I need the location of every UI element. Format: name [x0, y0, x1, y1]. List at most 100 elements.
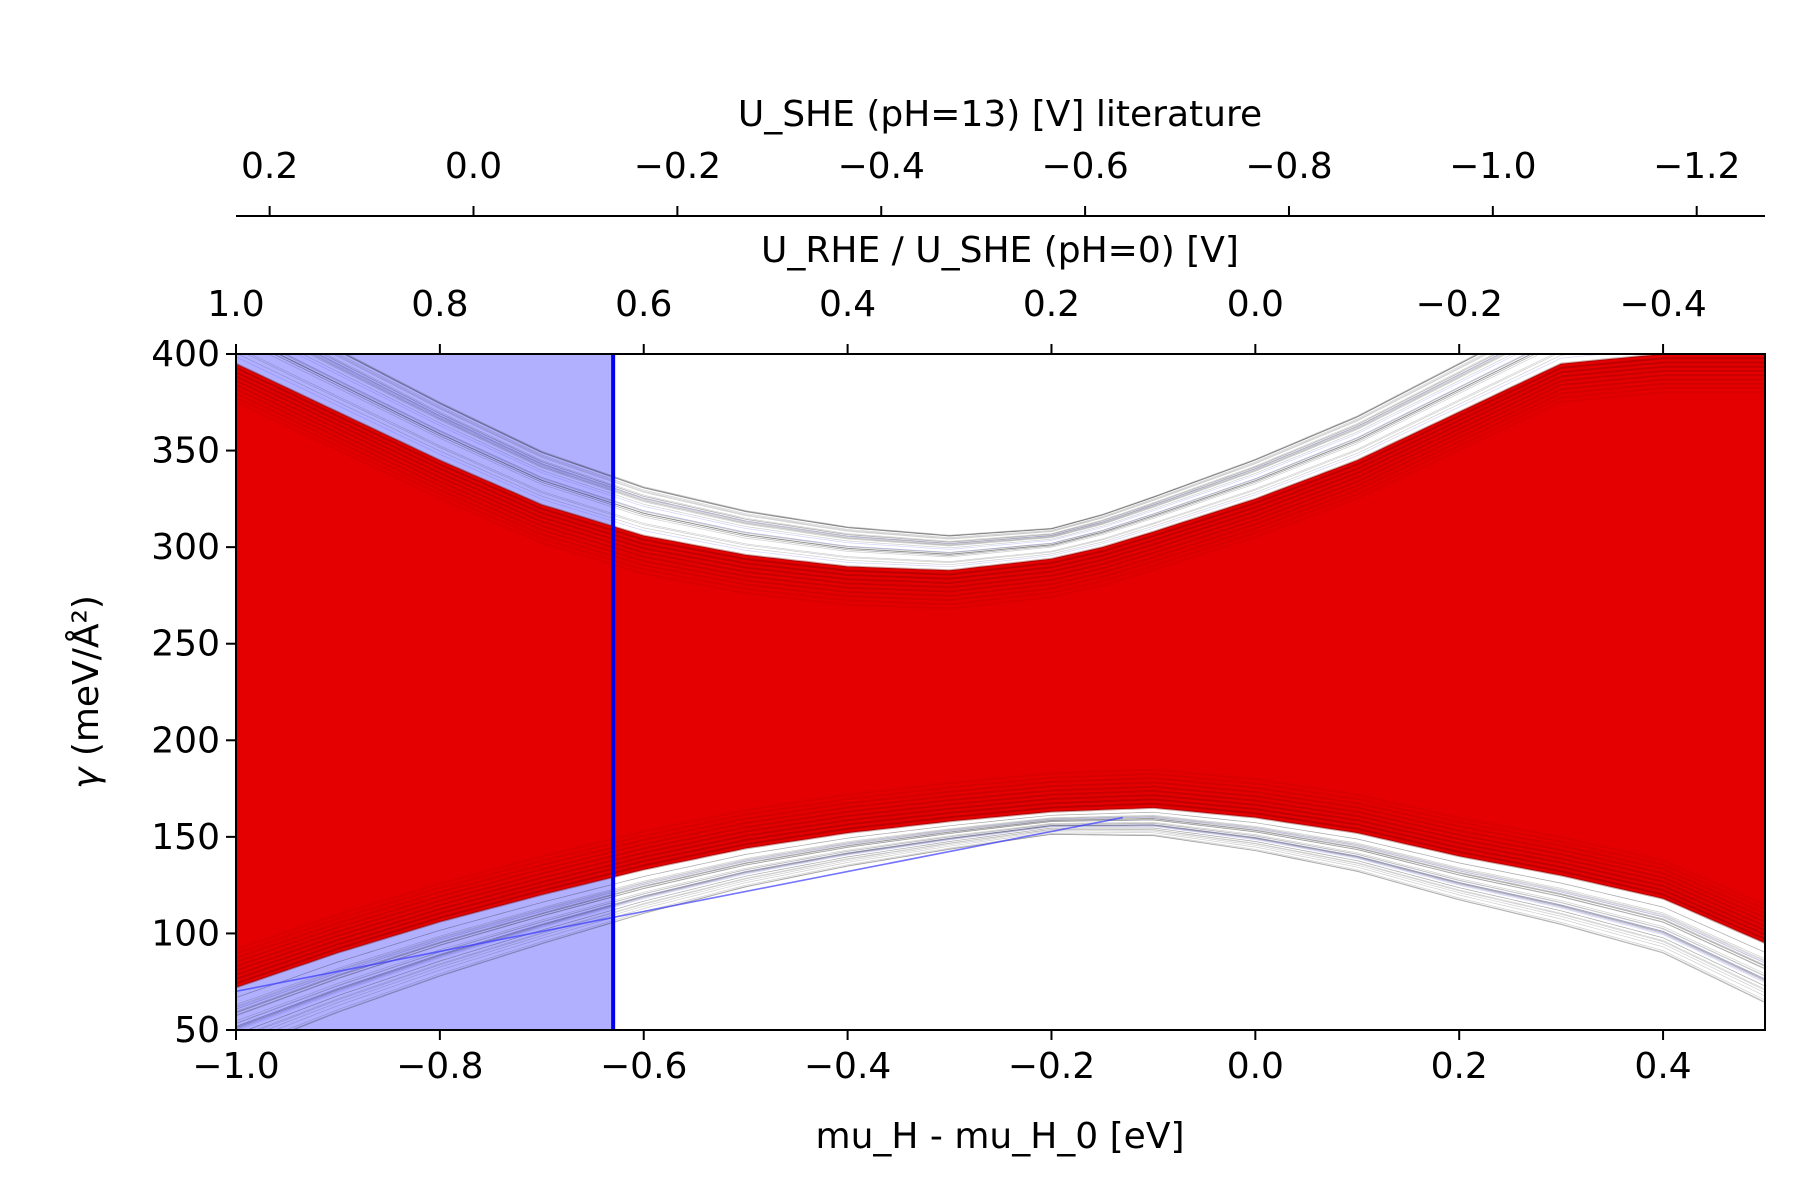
faint-strand: [316, 354, 1501, 545]
x-axis-label: mu_H - mu_H_0 [eV]: [816, 1116, 1185, 1157]
faint-strand: [278, 354, 1532, 555]
faint-strand: [236, 816, 1765, 1008]
faint-strand: [334, 354, 1487, 539]
faint-strand: [236, 811, 1765, 998]
faint-strand: [236, 821, 1765, 1022]
faint-strand: [337, 354, 1485, 538]
secondary-axis-2-tick-label: 0.2: [241, 146, 298, 187]
faint-strand: [236, 819, 1765, 1017]
blue-lower-strand: [236, 816, 1123, 993]
faint-strand: [236, 823, 1765, 1025]
band-edge-lower: [236, 777, 1765, 959]
faint-strand: [285, 354, 1527, 553]
faint-strand: [236, 819, 1765, 1016]
faint-strand: [332, 354, 1489, 540]
y-axis-label: γ (meV/Å²): [64, 595, 107, 789]
faint-strand: [318, 354, 1500, 544]
y-tick-label: 200: [151, 720, 220, 761]
secondary-axis-1-tick-label: 0.6: [615, 284, 672, 325]
faint-strand: [236, 354, 1608, 568]
band-edge-upper: [236, 357, 1765, 576]
faint-strand: [346, 354, 1478, 536]
faint-strand: [236, 824, 1765, 1028]
faint-strand: [314, 354, 1503, 545]
secondary-axis-2-tick-label: −1.0: [1449, 146, 1536, 187]
faint-strand: [236, 816, 1765, 1010]
band-edge-lower: [236, 789, 1765, 972]
band-edge-upper: [236, 382, 1765, 602]
faint-strand: [342, 354, 1481, 537]
band-edge-upper: [236, 354, 1765, 572]
secondary-axis-1-tick-label: 0.2: [1023, 284, 1080, 325]
faint-strand: [282, 354, 1529, 554]
faint-strand: [316, 354, 1502, 545]
faint-strand: [343, 354, 1480, 537]
secondary-axis-2-tick-label: 0.0: [445, 146, 502, 187]
x-tick-label: −0.2: [1008, 1046, 1095, 1087]
band-edge-lower: [236, 781, 1765, 963]
faint-strand: [236, 818, 1765, 1014]
x-tick-label: 0.4: [1634, 1046, 1691, 1087]
faint-strand: [236, 824, 1765, 1029]
faint-strand: [236, 816, 1765, 1010]
band-edge-lower: [236, 785, 1765, 968]
y-axis-unit: (meV/Å²): [64, 595, 107, 768]
faint-strand: [236, 824, 1765, 1027]
faint-strand: [249, 354, 1555, 562]
secondary-axis-2-tick-label: −0.4: [838, 146, 925, 187]
faint-strand: [236, 824, 1765, 1027]
secondary-axis-1-tick-label: −0.2: [1415, 284, 1502, 325]
band-edge-lower: [236, 768, 1765, 951]
band-edges: [236, 354, 1765, 989]
band-edge-upper: [236, 378, 1765, 597]
band-edge-lower: [236, 794, 1765, 976]
faint-strand: [236, 824, 1765, 1029]
secondary-axis-2-label: U_SHE (pH=13) [V] literature: [738, 94, 1262, 135]
y-tick-label: 350: [151, 431, 220, 472]
faint-strand: [301, 354, 1514, 549]
x-tick-label: 0.0: [1227, 1046, 1284, 1087]
faint-strand: [245, 354, 1558, 563]
faint-strand: [236, 818, 1765, 1013]
faint-strand: [272, 354, 1537, 556]
band-edge-upper: [236, 374, 1765, 593]
x-tick-label: −0.8: [396, 1046, 483, 1087]
faint-strand: [258, 829, 1765, 1030]
y-tick-label: 50: [174, 1010, 220, 1051]
faint-strand: [273, 354, 1536, 556]
faint-strand: [285, 833, 1765, 1030]
band-edge-lower: [236, 806, 1765, 989]
plot-frame: [235, 353, 1766, 1031]
secondary-axis-2-tick-label: −0.6: [1041, 146, 1128, 187]
band-edge-lower: [236, 798, 1765, 980]
faint-strand: [311, 354, 1505, 546]
x-tick-label: 0.2: [1431, 1046, 1488, 1087]
faint-strand: [278, 354, 1532, 555]
y-tick-label: 100: [151, 913, 220, 954]
y-tick-label: 300: [151, 527, 220, 568]
x-tick-label: −1.0: [192, 1046, 279, 1087]
faint-strand: [274, 831, 1765, 1030]
faint-strand: [236, 818, 1765, 1014]
faint-strand: [246, 827, 1765, 1030]
faint-strand: [284, 354, 1527, 553]
faint-strand: [343, 354, 1480, 537]
faint-strand: [344, 354, 1479, 536]
secondary-axis-1-tick-label: 1.0: [207, 284, 264, 325]
band-edge-upper: [236, 361, 1765, 580]
band-edge-upper: [236, 387, 1765, 606]
faint-strand: [277, 354, 1533, 555]
y-tick-label: 250: [151, 624, 220, 665]
y-axis-symbol: γ: [66, 766, 107, 789]
faint-strand: [308, 354, 1508, 547]
band-edge-lower: [236, 772, 1765, 955]
secondary-axis-1-tick-label: −0.4: [1619, 284, 1706, 325]
band-edge-upper: [236, 370, 1765, 589]
faint-strand: [344, 354, 1479, 536]
faint-strand: [237, 354, 1577, 566]
faint-strand: [310, 354, 1506, 546]
band-edge-upper: [236, 391, 1765, 610]
faint-strand: [236, 826, 1765, 1030]
faint-strand: [254, 828, 1765, 1030]
